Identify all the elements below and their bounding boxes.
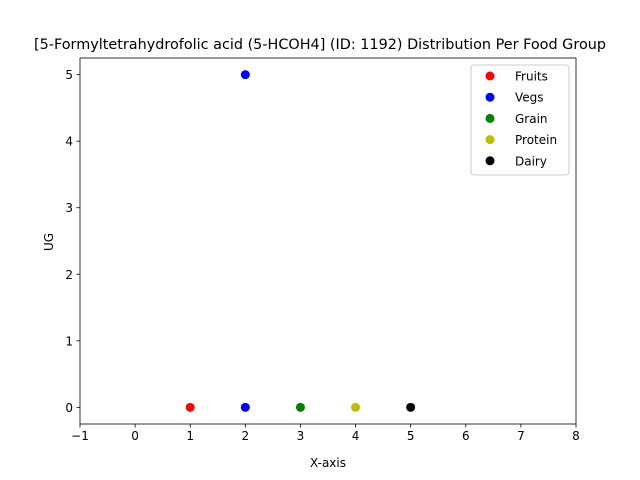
y-tick-label: 5	[65, 68, 73, 82]
data-point-vegs	[240, 402, 250, 412]
data-point-protein	[351, 402, 361, 412]
y-axis-label: UG	[42, 233, 56, 251]
data-point-dairy	[406, 402, 416, 412]
x-tick-label: 6	[462, 429, 470, 443]
data-point-vegs	[240, 70, 250, 80]
legend-label-fruits: Fruits	[515, 70, 548, 84]
y-tick-label: 4	[65, 135, 73, 149]
x-tick-label: −1	[71, 429, 89, 443]
chart-title: [5-Formyltetrahydrofolic acid (5-HCOH4] …	[34, 37, 606, 53]
x-tick-label: 0	[131, 429, 139, 443]
x-tick-label: 8	[572, 429, 580, 443]
axes-frame	[79, 57, 577, 425]
y-tick-label: 3	[65, 201, 73, 215]
x-tick-label: 4	[352, 429, 360, 443]
legend-label-vegs: Vegs	[515, 91, 544, 105]
plot-area: −1 0 1 2 3 4 5 6 7 8 0 1 2 3 4 5	[65, 57, 580, 443]
x-tick-label: 5	[407, 429, 415, 443]
x-axis-label: X-axis	[310, 456, 346, 470]
y-tick-label: 0	[65, 401, 73, 415]
x-tick-label: 7	[517, 429, 525, 443]
y-tick-label: 1	[65, 334, 73, 348]
legend-label-grain: Grain	[515, 112, 548, 126]
legend-label-protein: Protein	[515, 133, 557, 147]
legend-marker-fruits	[485, 71, 495, 81]
legend-marker-protein	[485, 135, 495, 145]
legend: Fruits Vegs Grain Protein Dairy	[470, 64, 570, 176]
data-point-fruits	[185, 402, 195, 412]
legend-label-dairy: Dairy	[515, 154, 547, 168]
legend-marker-grain	[485, 113, 495, 123]
y-tick-label: 2	[65, 268, 73, 282]
x-tick-label: 1	[186, 429, 194, 443]
legend-marker-dairy	[485, 156, 495, 166]
legend-box	[470, 64, 570, 176]
x-tick-label: 2	[242, 429, 250, 443]
data-point-grain	[295, 402, 305, 412]
x-tick-label: 3	[297, 429, 305, 443]
legend-marker-vegs	[485, 92, 495, 102]
